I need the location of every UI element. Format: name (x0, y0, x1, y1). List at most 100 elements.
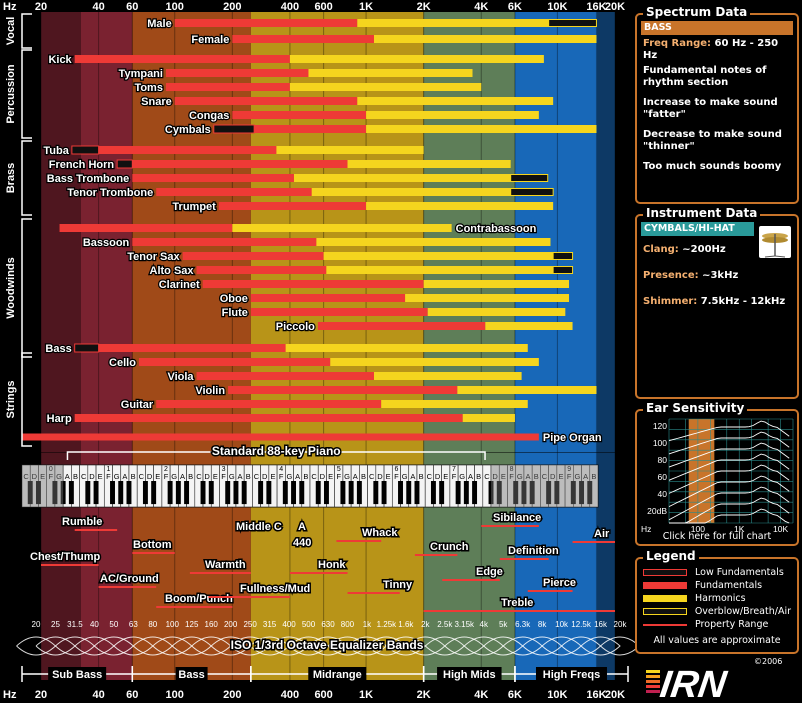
top-tick-label: 4K (474, 1, 488, 13)
spectrum-freq-range: Freq Range: 60 Hz - 250 Hz (643, 38, 791, 62)
bar-harmonics (330, 358, 539, 366)
spectrum-selected-band[interactable]: BASS (641, 21, 793, 35)
property-label: Honk (318, 559, 346, 571)
bottom-tick-label: 4K (474, 689, 488, 701)
instrument-label: Flute (222, 307, 248, 319)
property-honk: Honk (289, 558, 348, 574)
instrument-label: Cello (109, 357, 136, 369)
ear-y-label: 120 (653, 421, 667, 431)
note-letter: G (171, 472, 177, 481)
band-range-label-bg (175, 667, 208, 681)
instrument-label: Oboe (220, 293, 248, 305)
property-label: Whack (362, 527, 398, 539)
legend-label-prop: Property Range (695, 619, 769, 630)
hz-axis-label-top: Hz (3, 1, 17, 13)
bottom-tick-label: 60 (126, 689, 138, 701)
cymbal-icon-graphic (762, 233, 788, 258)
note-letter: E (213, 472, 218, 481)
instrument-flute: Flute (220, 306, 566, 320)
octave-label: 5 (337, 466, 341, 473)
note-letter: F (49, 472, 54, 481)
top-tick-label: 20K (605, 1, 625, 13)
eq-band-curve (94, 636, 135, 656)
black-key (373, 481, 379, 505)
black-key (200, 481, 206, 505)
instrument-label: Toms (134, 82, 163, 94)
instrument-label: Contrabassoon (456, 223, 537, 235)
octave-label: 3 (222, 466, 226, 473)
hz-axis-label-bottom: Hz (3, 689, 17, 701)
top-tick-label: 10K (547, 1, 567, 13)
instrument-label: Tenor Trombone (67, 187, 153, 199)
eq-band-curve (502, 636, 543, 656)
instrument-viola: Viola (166, 370, 522, 384)
legend-property-range: Property Range (643, 619, 791, 630)
note-letter: E (155, 472, 160, 481)
eq-band-label: 8k (538, 620, 547, 629)
black-key (546, 481, 552, 505)
instrument-data-title: Instrument Data (643, 206, 761, 220)
black-key (27, 481, 33, 505)
property-label: Boom/Punch (165, 593, 233, 605)
bar-low-fundamental (71, 145, 100, 155)
note-letter: F (452, 472, 457, 481)
top-tick-label: 400 (281, 1, 299, 13)
spectrum-data-title: Spectrum Data (643, 5, 751, 19)
note-letter: B (73, 472, 78, 481)
eq-band-curve (269, 636, 310, 656)
instrument-male: Male (146, 17, 597, 31)
instrument-label: Piccolo (276, 321, 315, 333)
spectrum-line-2: Increase to make sound "fatter" (643, 97, 778, 120)
eq-band-label: 500 (302, 620, 316, 629)
legend-title: Legend (643, 549, 699, 563)
black-key (570, 481, 576, 505)
instrument-label: Congas (189, 110, 229, 122)
black-key (60, 481, 66, 505)
note-letter: E (501, 472, 506, 481)
clang-key: Clang: (643, 244, 679, 255)
note-letter: F (509, 472, 514, 481)
note-letter: F (567, 472, 572, 481)
black-key (282, 481, 288, 505)
top-tick-label: 2K (417, 1, 431, 13)
bar-fundamental (196, 372, 374, 380)
eq-band-label: 40 (90, 620, 99, 629)
note-letter: B (131, 472, 136, 481)
property-crunch: Crunch (414, 540, 470, 556)
eq-band-label: 63 (129, 620, 138, 629)
note-letter: D (320, 472, 326, 481)
property-label: Fullness/Mud (240, 583, 310, 595)
eq-band-label: 2k (421, 620, 430, 629)
bar-fundamental (182, 252, 324, 260)
eq-band-label: 400 (282, 620, 296, 629)
bar-fundamental (138, 358, 331, 366)
note-letter: C (484, 472, 490, 481)
black-key (521, 481, 527, 505)
full-chart-link[interactable]: Click here for full chart (662, 531, 772, 542)
bar-harmonics (347, 160, 511, 168)
group-bracket (21, 49, 32, 139)
black-key (184, 481, 190, 505)
instrument-label: Male (147, 18, 171, 30)
bar-harmonics (285, 344, 528, 352)
eq-band-label: 10k (555, 620, 569, 629)
note-letter: A (583, 472, 588, 481)
shimmer-value: 7.5kHz - 12kHz (700, 296, 786, 307)
legend-swatch-prop (643, 623, 687, 626)
ear-sensitivity-panel[interactable]: Ear Sensitivity 120 100 80 60 40 20dB Hz 100 1K 1… (635, 401, 799, 546)
eq-band-curve (386, 636, 427, 656)
equal-loudness-curve (669, 508, 790, 524)
note-letter: G (402, 472, 408, 481)
note-letter: G (287, 472, 293, 481)
legend-label-fund: Fundamentals (695, 580, 763, 591)
black-key (406, 481, 412, 505)
instrument-oboe: Oboe (219, 292, 570, 306)
note-letter: A (122, 472, 127, 481)
bar-fundamental (165, 69, 309, 77)
eq-band-label: 25 (51, 620, 60, 629)
eq-band-label: 125 (185, 620, 199, 629)
legend-fundamentals: Fundamentals (643, 580, 791, 591)
instrument-selected[interactable]: CYMBALS/HI-HAT (641, 222, 754, 236)
instrument-label: Violin (195, 385, 225, 397)
